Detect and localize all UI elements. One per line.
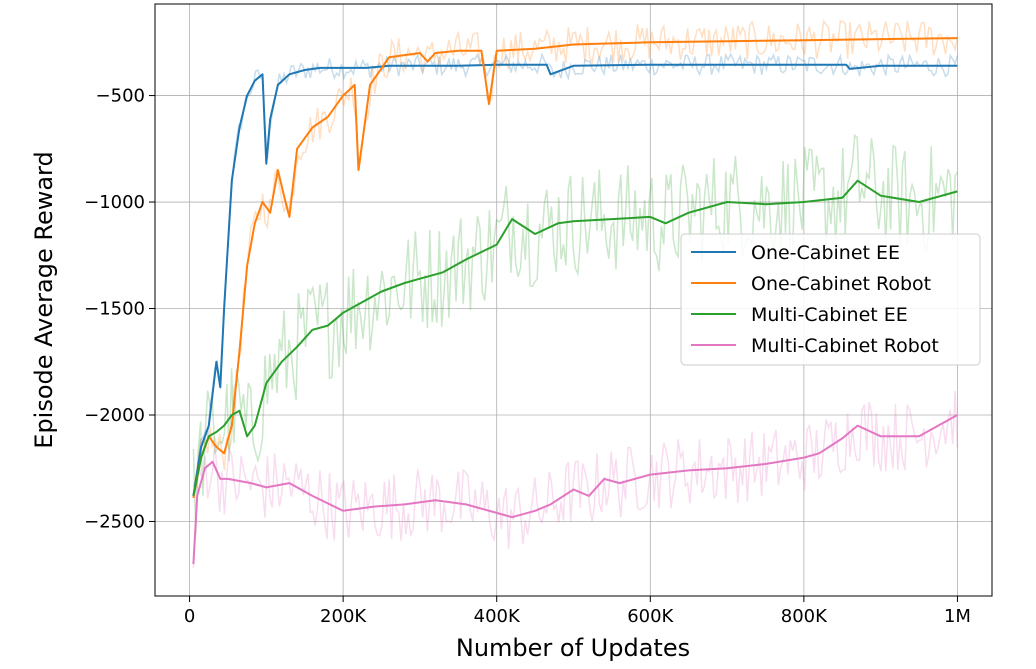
x-tick-label: 0	[184, 606, 195, 627]
series-raw-trace	[192, 133, 959, 534]
y-tick-label: −2000	[84, 405, 145, 426]
series-raw-trace	[192, 390, 959, 569]
series-line	[192, 37, 958, 499]
y-tick-label: −2500	[84, 511, 145, 532]
legend-label: Multi-Cabinet EE	[751, 304, 908, 326]
y-axis-label: Episode Average Reward	[30, 151, 58, 448]
series-lines	[192, 37, 958, 565]
y-tick-label: −1000	[84, 192, 145, 213]
y-axis-ticks: −500 −1000 −1500 −2000 −2500	[84, 86, 155, 532]
y-tick-label: −500	[96, 86, 145, 107]
legend-box	[680, 233, 981, 366]
series-line	[192, 179, 958, 497]
plot-frame	[154, 3, 993, 597]
x-tick-label: 600K	[627, 606, 674, 627]
y-tick-label: −1500	[84, 299, 145, 320]
legend-label: One-Cabinet EE	[751, 242, 900, 264]
x-tick-label: 1M	[944, 606, 971, 627]
legend: One-Cabinet EE One-Cabinet Robot Multi-Cab…	[680, 233, 981, 366]
legend-label: Multi-Cabinet Robot	[751, 335, 939, 357]
x-axis-label: Number of Updates	[456, 634, 690, 662]
x-tick-label: 200K	[320, 606, 367, 627]
grid-lines	[155, 4, 992, 596]
x-tick-label: 400K	[474, 606, 521, 627]
series-raw-trace	[192, 19, 959, 487]
legend-label: One-Cabinet Robot	[751, 273, 931, 295]
series-line	[192, 63, 958, 497]
x-axis-ticks: 0 200K 400K 600K 800K 1M	[184, 596, 971, 627]
x-tick-label: 800K	[781, 606, 828, 627]
series-line	[192, 414, 958, 565]
